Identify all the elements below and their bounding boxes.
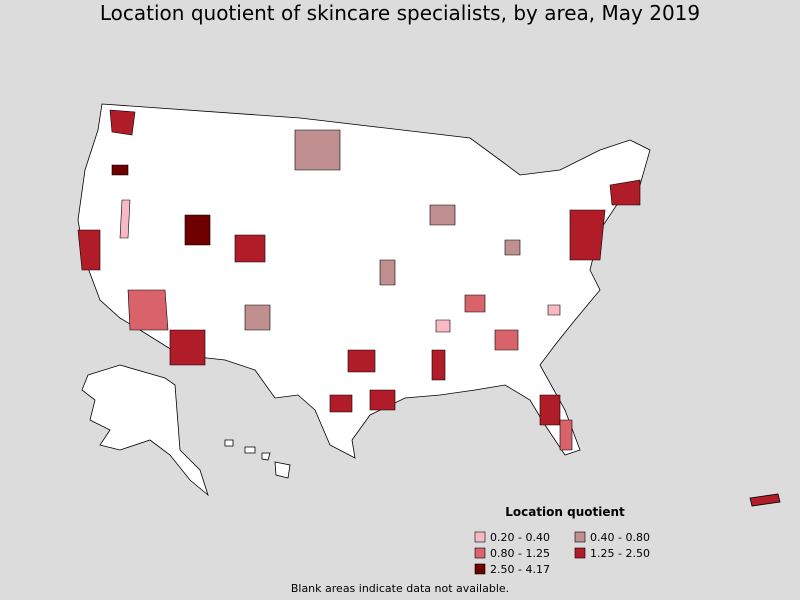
map	[77, 103, 781, 507]
legend-swatch	[574, 531, 586, 543]
footnote: Blank areas indicate data not available.	[291, 582, 509, 595]
legend-title: Location quotient	[505, 505, 625, 519]
legend-label: 2.50 - 4.17	[490, 563, 550, 576]
highlighted-areas	[77, 109, 641, 451]
legend-swatch	[474, 547, 486, 559]
contiguous-us	[77, 103, 651, 459]
legend-label: 0.20 - 0.40	[490, 531, 550, 544]
puerto-rico	[749, 493, 781, 507]
map-title: Location quotient of skincare specialist…	[100, 1, 700, 25]
legend-label: 0.40 - 0.80	[590, 531, 650, 544]
legend-swatch	[474, 563, 486, 575]
hawaii	[224, 439, 291, 479]
legend: Location quotient 0.20 - 0.40 0.40 - 0.80…	[474, 505, 650, 576]
alaska	[81, 364, 209, 497]
legend-label: 1.25 - 2.50	[590, 547, 650, 560]
legend-swatch	[474, 531, 486, 543]
legend-swatch	[574, 547, 586, 559]
legend-label: 0.80 - 1.25	[490, 547, 550, 560]
